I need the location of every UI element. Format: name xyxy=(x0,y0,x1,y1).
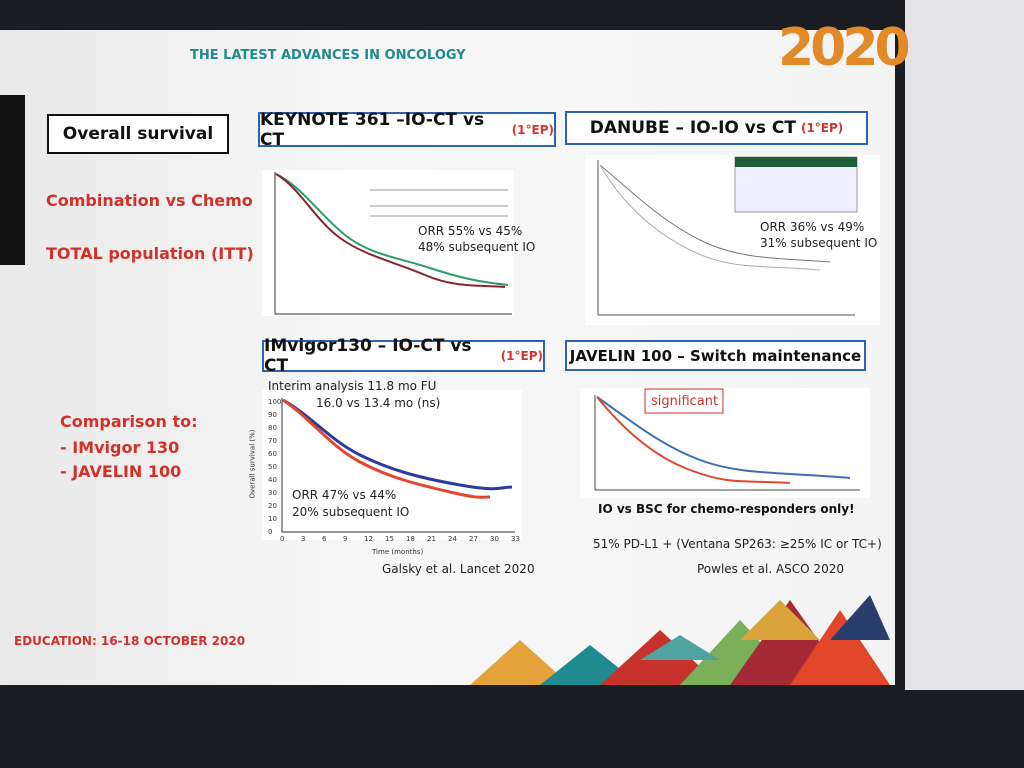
note: 31% subsequent IO xyxy=(760,236,878,250)
table-lines xyxy=(370,189,508,217)
y-tick-label: 60 xyxy=(268,450,277,458)
citation: Powles et al. ASCO 2020 xyxy=(697,562,844,576)
significant-box xyxy=(644,388,724,414)
panel-title: DANUBE – IO-IO vs CT (1°EP) xyxy=(565,111,868,145)
note: ORR 55% vs 45% xyxy=(418,224,523,238)
x-tick-label: 3 xyxy=(301,535,306,543)
x-tick-label: 12 xyxy=(364,535,373,543)
panel-title: KEYNOTE 361 –IO-CT vs CT (1°EP) xyxy=(258,109,556,150)
note: significant xyxy=(651,394,719,409)
curve xyxy=(599,164,831,263)
title-text: JAVELIN 100 – Switch maintenance xyxy=(569,346,862,365)
comparison-item: - JAVELIN 100 xyxy=(60,462,182,481)
wall xyxy=(905,0,1024,690)
note: 20% subsequent IO xyxy=(292,505,410,519)
plot-bg xyxy=(580,388,870,498)
x-tick-label: 0 xyxy=(280,535,285,543)
x-axis-label: Time (months) xyxy=(372,548,424,556)
x-tick-label: 15 xyxy=(385,535,394,543)
y-tick-label: 20 xyxy=(268,502,277,510)
curve xyxy=(275,173,506,288)
comparison-item: - IMvigor 130 xyxy=(60,438,180,457)
y-tick-label: 100 xyxy=(268,398,282,406)
section-title-text: Overall survival xyxy=(62,124,214,144)
comparison-title: Comparison to: xyxy=(60,412,198,431)
y-tick-label: 80 xyxy=(268,424,277,432)
citation: Galsky et al. Lancet 2020 xyxy=(382,562,535,576)
y-tick-label: 40 xyxy=(268,476,277,484)
y-tick-label: 10 xyxy=(268,515,277,523)
left-label: Combination vs Chemo xyxy=(46,191,253,210)
x-tick-label: 33 xyxy=(511,535,520,543)
x-tick-label: 30 xyxy=(490,535,499,543)
y-tick-label: 30 xyxy=(268,489,277,497)
y-tick-label: 50 xyxy=(268,463,277,471)
curve xyxy=(282,398,513,491)
curve xyxy=(275,173,509,286)
y-tick-label: 0 xyxy=(268,528,273,536)
note: IO vs BSC for chemo-responders only! xyxy=(598,502,855,516)
curve xyxy=(596,396,791,484)
section-title: Overall survival xyxy=(47,114,229,154)
panel-title: IMvigor130 – IO-CT vs CT (1°EP) xyxy=(262,336,545,376)
x-tick-label: 21 xyxy=(427,535,436,543)
axis xyxy=(281,398,515,533)
axis xyxy=(594,395,860,491)
endpoint: (1°EP) xyxy=(500,349,543,363)
note: 51% PD-L1 + (Ventana SP263: ≥25% IC or T… xyxy=(593,537,882,551)
y-tick-label: 90 xyxy=(268,411,277,419)
axis xyxy=(597,160,855,316)
left-label: TOTAL population (ITT) xyxy=(46,244,254,263)
panel-title: JAVELIN 100 – Switch maintenance xyxy=(565,340,866,371)
x-tick-label: 24 xyxy=(448,535,457,543)
x-tick-label: 27 xyxy=(469,535,478,543)
note: ORR 47% vs 44% xyxy=(292,488,397,502)
y-axis-label: Overall survival (%) xyxy=(248,429,257,499)
header-title: THE LATEST ADVANCES IN ONCOLOGY xyxy=(190,48,466,63)
curve xyxy=(599,164,821,271)
table-head xyxy=(735,157,857,167)
curve xyxy=(282,398,491,499)
axis xyxy=(274,172,512,315)
decoration xyxy=(470,595,890,685)
x-tick-label: 9 xyxy=(343,535,348,543)
note: 48% subsequent IO xyxy=(418,240,536,254)
title-text: IMvigor130 – IO-CT vs CT xyxy=(264,336,472,376)
logo: 2020 xyxy=(778,18,911,78)
title-text: DANUBE – IO-IO vs CT xyxy=(589,118,796,138)
title-text: KEYNOTE 361 –IO-CT vs CT xyxy=(260,109,485,150)
footer: EDUCATION: 16-18 OCTOBER 2020 xyxy=(14,634,246,648)
x-tick-label: 18 xyxy=(406,535,415,543)
curve xyxy=(596,396,851,479)
x-tick-label: 6 xyxy=(322,535,327,543)
bezel xyxy=(0,95,25,265)
endpoint: (1°EP) xyxy=(800,121,844,135)
endpoint: (1°EP) xyxy=(511,122,554,137)
note: Interim analysis 11.8 mo FU xyxy=(268,379,437,393)
note: 16.0 vs 13.4 mo (ns) xyxy=(316,396,441,410)
y-tick-label: 70 xyxy=(268,437,277,445)
note: ORR 36% vs 49% xyxy=(760,220,865,234)
